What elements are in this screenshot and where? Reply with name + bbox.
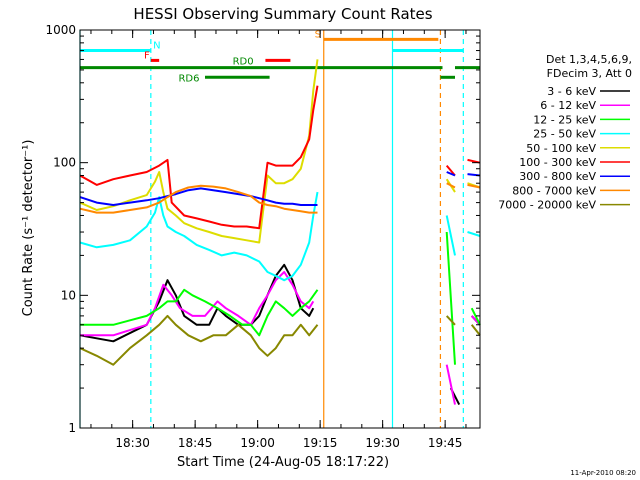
y-tick-label-1: 1: [68, 421, 76, 435]
x-tick-label-1930: 19:30: [365, 436, 400, 450]
flag-label-rd6: RD6: [178, 73, 199, 84]
y-tick-label-10: 10: [61, 288, 76, 302]
flag-label-rd0: RD0: [233, 57, 254, 68]
legend-label-1: 6 - 12 keV: [540, 99, 596, 112]
y-axis-label: Count Rate (s⁻¹ detector⁻¹): [21, 140, 36, 317]
chart-title: HESSI Observing Summary Count Rates: [133, 5, 432, 23]
x-axis-label: Start Time (24-Aug-05 18:17:22): [177, 455, 389, 470]
flag-label-s: S: [315, 29, 321, 40]
flag-label-n: N: [153, 41, 160, 52]
series-line-12-25-kev: [80, 231, 481, 365]
legend-header-line-1: Det 1,3,4,5,6,9,: [546, 53, 632, 66]
x-tick-label-1900: 19:00: [240, 436, 275, 450]
x-tick-label-1845: 18:45: [178, 436, 213, 450]
legend-label-5: 100 - 300 keV: [519, 156, 596, 169]
series-layer: [79, 59, 481, 406]
series-line-3-6-kev: [79, 263, 481, 406]
date-stamp: 11-Apr-2010 08:20: [570, 469, 636, 477]
x-tick-label-1915: 19:15: [303, 436, 338, 450]
plot-frame: [79, 29, 481, 429]
series-line-800-7000-kev: [79, 182, 481, 214]
legend-label-0: 3 - 6 keV: [547, 85, 596, 98]
legend-label-7: 800 - 7000 keV: [512, 184, 596, 197]
legend-label-2: 12 - 25 keV: [533, 113, 596, 126]
flag-label-f: F: [144, 50, 150, 61]
y-tick-label-100: 100: [53, 156, 76, 170]
legend-label-3: 25 - 50 keV: [533, 128, 596, 141]
x-tick-label-1945: 19:45: [428, 436, 463, 450]
legend-label-4: 50 - 100 keV: [526, 142, 596, 155]
x-tick-label-1830: 18:30: [115, 436, 150, 450]
annotation-layer: NF S RD0 RD6: [79, 29, 480, 428]
legend-label-8: 7000 - 20000 keV: [498, 199, 596, 212]
axes-layer: 1 10 100 1000 18:30 18:45 19:00 19:15 19:30 19:45: [45, 23, 480, 450]
series-line-25-50-kev: [79, 191, 481, 282]
series-line-50-100-kev: [79, 59, 481, 244]
legend-header-line-2: FDecim 3, Att 0: [547, 67, 632, 80]
series-line-7000-20000-kev: [79, 314, 481, 366]
y-tick-label-1000: 1000: [45, 23, 76, 37]
legend-label-6: 300 - 800 keV: [519, 170, 596, 183]
series-line-300-800-kev: [79, 171, 481, 206]
series-line-6-12-kev: [80, 271, 481, 405]
